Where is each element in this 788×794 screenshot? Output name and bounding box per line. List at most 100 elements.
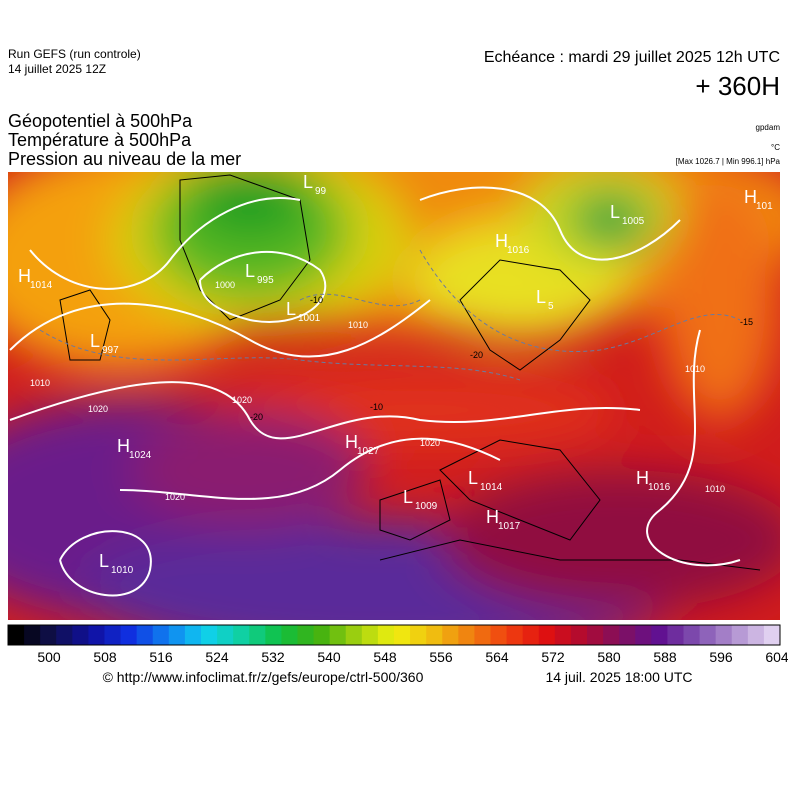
colorbar-label: 556 [429,649,453,665]
colorbar-swatch [731,625,749,645]
colorbar-swatch [570,625,588,645]
colorbar-label: 516 [149,649,173,665]
center-value: 99 [315,186,327,197]
colorbar-swatch [88,625,105,645]
colorbar-swatch [104,625,122,645]
field-shading [8,172,780,620]
colorbar-label: 500 [37,649,61,665]
colorbar-swatch [458,625,475,645]
center-type: L [90,331,100,351]
colorbar-label: 596 [709,649,733,665]
generated: 14 juil. 2025 18:00 UTC [545,669,692,685]
colorbar-swatch [699,625,717,645]
center-type: L [468,468,478,488]
center-type: L [536,287,546,307]
colorbar-frame [7,624,781,646]
center-value: 1001 [298,313,321,324]
colorbar-swatch [281,625,298,645]
center-type: L [403,487,413,507]
center-value: 1009 [415,501,438,512]
colorbar-swatch [72,625,89,645]
colorbar-swatch [265,625,282,645]
colorbar-swatch [201,625,218,645]
center-type: L [610,202,620,222]
run: Run GEFS (run controle) [8,47,141,61]
center-value: 997 [102,345,119,356]
isobars [9,186,741,597]
colorbar-label: 524 [205,649,229,665]
colorbar-swatch [426,625,443,645]
colorbar-swatch [506,625,524,645]
unit: °C [771,143,780,152]
colorbar-label: 540 [317,649,341,665]
center-value: 1016 [648,482,671,493]
colorbar-swatch [24,625,41,645]
colorbar-swatch [313,625,331,645]
center-type: L [99,551,109,571]
center-type: H [495,231,508,251]
colorbar-swatch [587,625,604,645]
center-value: 5 [548,301,554,312]
colorbar-swatch [442,625,459,645]
colorbar-swatch [538,625,556,645]
unit: gpdam [756,123,781,132]
colorbar-swatch [651,625,668,645]
colorbar-swatch [329,625,347,645]
center-value: 1014 [480,482,503,493]
colorbar-label: 588 [653,649,677,665]
isobar-label: 1010 [30,378,50,388]
colorbar-swatch [603,625,620,645]
colorbar-swatch [152,625,170,645]
isobar-label: 1010 [705,484,725,494]
colorbar-swatch [763,625,781,645]
colorbar-label: 604 [765,649,788,665]
colorbar-swatch [715,625,733,645]
colorbar-swatch [8,625,25,645]
center-type: H [18,266,31,286]
colorbar-label: 532 [261,649,285,665]
colorbar-swatch [635,625,652,645]
center-value: 1016 [507,245,530,256]
colorbar-label: 548 [373,649,397,665]
colorbar-swatch [233,625,250,645]
isotherms [39,249,741,381]
center-type: L [245,261,255,281]
colorbar-swatch [184,625,202,645]
center-type: H [636,468,649,488]
center-type: L [303,172,313,192]
center-value: 1024 [129,450,152,461]
colorbar-swatch [747,625,765,645]
colorbar-swatch [217,625,234,645]
colorbar-swatch [56,625,73,645]
colorbar-swatch [345,625,363,645]
colorbar-label: 508 [93,649,117,665]
isobar-label: 1010 [348,320,368,330]
colorbar: 500 508 516 524 532 540 548 556 564 572 580 588 596 6… [7,624,788,665]
center-value: 1017 [498,521,521,532]
center-value: 1014 [30,280,53,291]
colorbar-label: 564 [485,649,509,665]
temperature-label: -10 [310,295,323,305]
center-value: 995 [257,275,274,286]
center-type: H [345,432,358,452]
colorbar-swatch [120,625,138,645]
field: Température à 500hPa [8,130,192,150]
center-value: 1010 [111,565,134,576]
center-value: 1005 [622,216,645,227]
colorbar-swatch [554,625,572,645]
unit: [Max 1026.7 | Min 996.1] hPa [676,157,781,166]
colorbar-swatch [168,625,186,645]
isobar-label: 1020 [420,438,440,448]
temperature-label: -20 [470,350,483,360]
isobar-label: 1000 [215,280,235,290]
center-type: H [117,436,130,456]
center-type: L [286,299,296,319]
colorbar-swatch [683,625,701,645]
colorbar-swatch [297,625,315,645]
run-date: 14 juillet 2025 12Z [8,62,106,76]
isobar-label: 1020 [88,404,108,414]
colorbar-swatch [136,625,154,645]
center-value: 1027 [357,446,380,457]
